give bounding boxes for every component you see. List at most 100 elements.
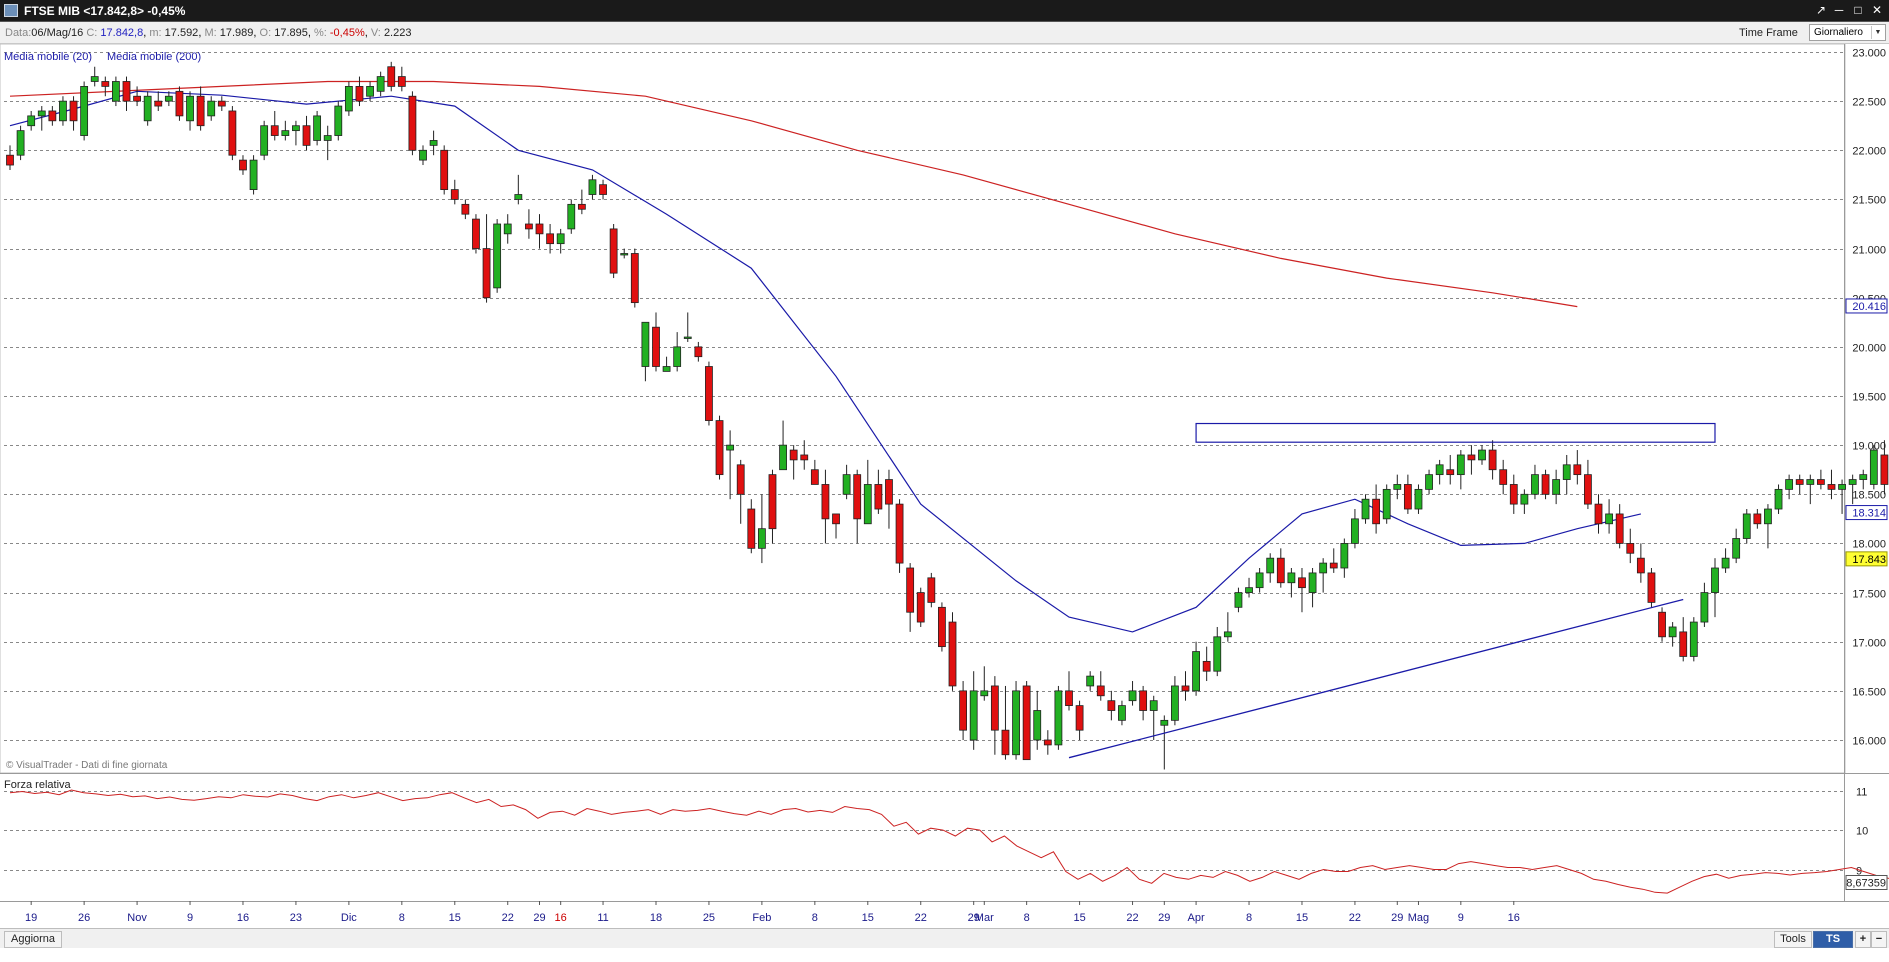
- candle-body: [1828, 484, 1835, 489]
- candle-body: [1140, 691, 1147, 711]
- candle-body: [1013, 691, 1020, 755]
- candle-body: [7, 155, 14, 165]
- open-value: 17.895: [274, 27, 308, 39]
- quote-summary: Data:06/Mag/16 C: 17.842,8, m: 17.592, M…: [5, 27, 411, 39]
- candle-body: [1574, 465, 1581, 475]
- candle-body: [218, 101, 225, 106]
- x-tick-label: 19: [25, 912, 37, 924]
- candle-body: [705, 367, 712, 421]
- candle: [1659, 607, 1666, 641]
- candle-body: [1669, 627, 1676, 637]
- candle-body: [388, 67, 395, 87]
- candle-body: [144, 96, 151, 121]
- update-button[interactable]: Aggiorna: [4, 931, 62, 948]
- candle-body: [1489, 450, 1496, 470]
- date-key: Data:: [5, 27, 31, 39]
- bottom-toolbar: Aggiorna Tools TS OFF + −: [0, 928, 1889, 948]
- candle-body: [1447, 470, 1454, 475]
- candle-body: [1383, 489, 1390, 518]
- candle-body: [282, 131, 289, 136]
- x-tick-label: 8: [399, 912, 405, 924]
- minimize-button[interactable]: ─: [1831, 3, 1847, 18]
- max-value: 17.989: [220, 27, 254, 39]
- date-value: 06/Mag/16: [31, 27, 83, 39]
- x-tick-label: 8: [1024, 912, 1030, 924]
- candle-body: [1690, 622, 1697, 656]
- min-value: 17.592: [165, 27, 199, 39]
- candle: [176, 86, 183, 120]
- detach-button[interactable]: ↗: [1813, 3, 1829, 18]
- volume-key: V:: [371, 27, 381, 39]
- candle-body: [1479, 450, 1486, 460]
- timeframe-label: Time Frame: [1739, 27, 1798, 39]
- candle-body: [790, 450, 797, 460]
- candle-body: [303, 126, 310, 146]
- candle: [631, 249, 638, 308]
- candle-body: [494, 224, 501, 288]
- rsi-label: Forza relativa: [4, 779, 72, 791]
- candle-body: [949, 622, 956, 686]
- price-chart[interactable]: 23.00022.50022.00021.50021.00020.50020.0…: [0, 44, 1889, 928]
- candle-body: [854, 475, 861, 519]
- x-tick-label: 15: [1296, 912, 1308, 924]
- candle-body: [59, 101, 66, 121]
- candle-body: [1775, 489, 1782, 509]
- candle-body: [112, 81, 119, 101]
- candle-body: [1108, 701, 1115, 711]
- candle-body: [229, 111, 236, 155]
- candle-body: [727, 445, 734, 450]
- candle-body: [525, 224, 532, 229]
- candle-body: [938, 607, 945, 646]
- candle-body: [642, 322, 649, 366]
- candle: [17, 126, 24, 160]
- candle-body: [960, 691, 967, 730]
- close-button[interactable]: ✕: [1869, 3, 1885, 18]
- ts-off-button[interactable]: TS OFF: [1813, 931, 1853, 948]
- candle-body: [1680, 632, 1687, 657]
- candle-body: [1267, 558, 1274, 573]
- x-tick-label: 9: [187, 912, 193, 924]
- candle: [1383, 484, 1390, 523]
- candle-body: [981, 691, 988, 696]
- candle-body: [1309, 573, 1316, 593]
- app-icon: [4, 4, 18, 17]
- candle-body: [1161, 720, 1168, 725]
- candle-body: [1584, 475, 1591, 504]
- candle-body: [1659, 612, 1666, 637]
- open-key: O:: [260, 27, 272, 39]
- price-badge: 20.416: [1846, 299, 1887, 313]
- close-value: 17.842,8: [100, 27, 143, 39]
- y-tick-label: 19.500: [1852, 392, 1886, 404]
- rsi-badge-label: 8,67359: [1846, 877, 1886, 889]
- candle-body: [70, 101, 77, 121]
- tools-button[interactable]: Tools: [1774, 931, 1812, 948]
- y-tick-label: 21.000: [1852, 245, 1886, 257]
- chevron-down-icon: ▼: [1871, 26, 1884, 39]
- candle-body: [28, 116, 35, 126]
- zoom-out-button[interactable]: −: [1871, 931, 1887, 948]
- candle: [949, 612, 956, 691]
- candle: [229, 106, 236, 160]
- candle-body: [822, 484, 829, 518]
- candle-body: [1849, 480, 1856, 485]
- candle-body: [1553, 480, 1560, 495]
- candle-body: [780, 445, 787, 470]
- candle-body: [472, 219, 479, 248]
- candle-body: [536, 224, 543, 234]
- candle-body: [991, 686, 998, 730]
- candle-body: [631, 253, 638, 302]
- timeframe-select[interactable]: Giornaliero ▼: [1809, 24, 1886, 41]
- candle-body: [1711, 568, 1718, 593]
- candle-body: [1182, 686, 1189, 691]
- candle-body: [833, 514, 840, 524]
- x-tick-label: 15: [449, 912, 461, 924]
- candle: [1648, 568, 1655, 607]
- zoom-in-button[interactable]: +: [1855, 931, 1871, 948]
- x-tick-label: 16: [237, 912, 249, 924]
- x-tick-label: 22: [502, 912, 514, 924]
- candle-body: [1394, 484, 1401, 489]
- maximize-button[interactable]: □: [1850, 3, 1866, 18]
- candle-body: [1733, 539, 1740, 559]
- window-title: FTSE MIB <17.842,8> -0,45%: [24, 4, 185, 18]
- candle: [472, 214, 479, 253]
